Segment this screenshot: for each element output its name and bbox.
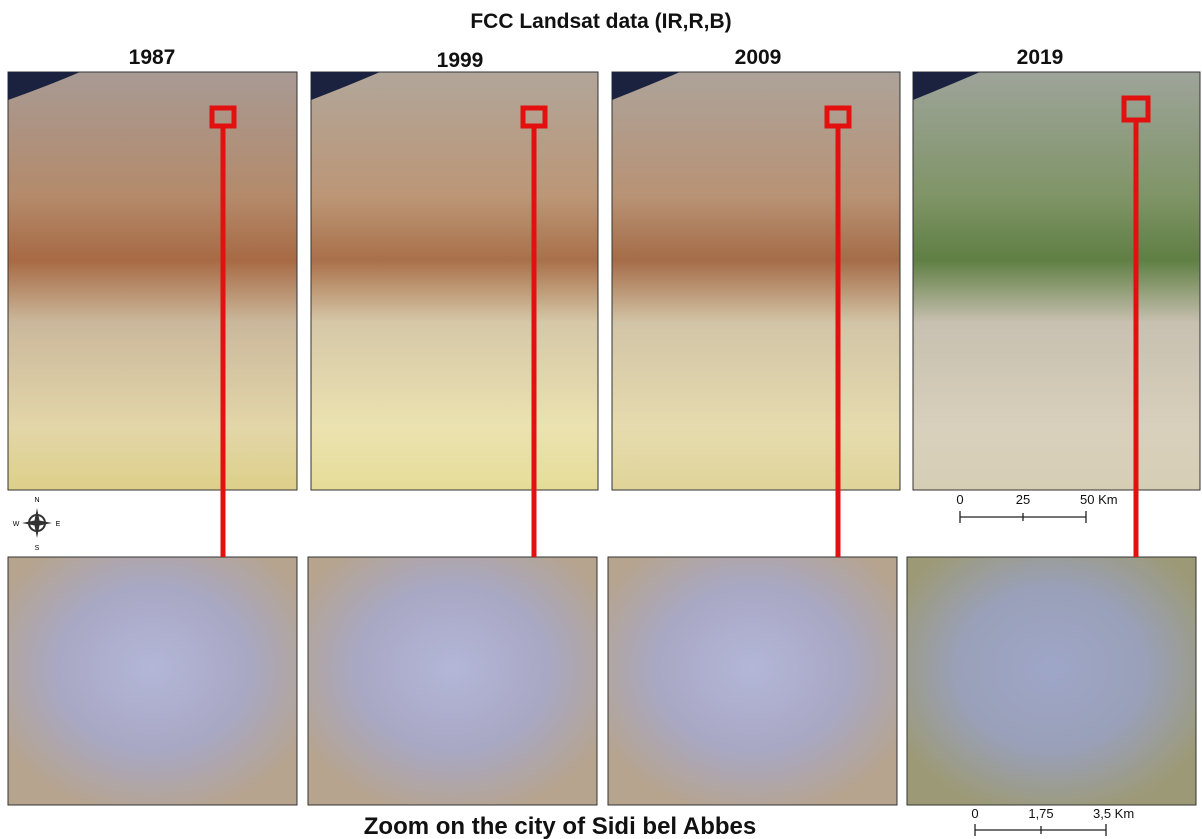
scale-label: 50 Km bbox=[1080, 492, 1118, 507]
zoom-image bbox=[8, 557, 297, 805]
year-label: 1999 bbox=[437, 49, 484, 72]
scale-bar-zoom bbox=[975, 824, 1106, 836]
regional-image bbox=[913, 72, 1200, 490]
figure: FCC Landsat data (IR,R,B) 1987 1999 2009… bbox=[0, 0, 1202, 839]
compass: N E S W bbox=[13, 497, 61, 552]
zoom-caption: Zoom on the city of Sidi bel Abbes bbox=[364, 813, 756, 839]
year-label: 2009 bbox=[735, 46, 782, 69]
compass-s: S bbox=[35, 545, 40, 552]
scale-label: 0 bbox=[956, 492, 963, 507]
year-label: 1987 bbox=[129, 46, 176, 69]
figure-title: FCC Landsat data (IR,R,B) bbox=[470, 10, 731, 33]
scale-label: 0 bbox=[971, 806, 978, 821]
zoom-panels bbox=[8, 557, 1196, 805]
regional-image bbox=[8, 72, 297, 490]
scale-label: 1,75 bbox=[1028, 806, 1053, 821]
regional-image bbox=[311, 72, 598, 490]
compass-e: E bbox=[56, 521, 61, 528]
zoom-image bbox=[608, 557, 897, 805]
zoom-image bbox=[907, 557, 1196, 805]
scale-bar-regional bbox=[960, 511, 1086, 523]
year-label: 2019 bbox=[1017, 46, 1064, 69]
compass-w: W bbox=[13, 521, 20, 528]
regional-panels bbox=[8, 72, 1200, 490]
scale-label: 25 bbox=[1016, 492, 1030, 507]
regional-image bbox=[612, 72, 900, 490]
compass-rose bbox=[22, 508, 52, 538]
zoom-image bbox=[308, 557, 597, 805]
compass-n: N bbox=[34, 497, 39, 504]
scale-label: 3,5 Km bbox=[1093, 806, 1134, 821]
